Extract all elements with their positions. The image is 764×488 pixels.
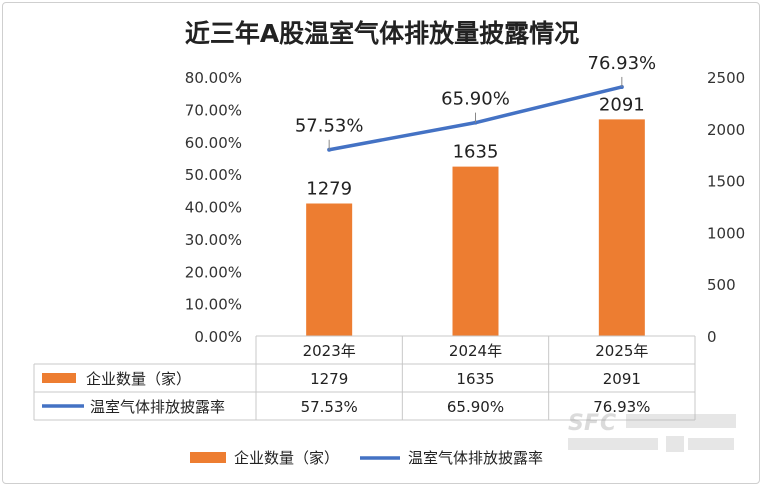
table-legend-key-bar <box>42 373 76 383</box>
line-data-label: 76.93% <box>588 53 657 74</box>
x-tick-label: 2023年 <box>303 342 356 360</box>
y-right-tick-label: 2500 <box>707 69 745 87</box>
table-cell: 1279 <box>310 370 348 388</box>
table-row-label: 企业数量（家） <box>86 370 191 388</box>
svg-text:C: C <box>600 411 616 436</box>
line-data-label: 57.53% <box>295 116 364 137</box>
legend-label: 温室气体排放披露率 <box>408 449 543 467</box>
y-right-tick-label: 1500 <box>707 173 745 191</box>
y-axis-left: 0.00% 10.00% 20.00% 30.00% 40.00% 50.00% 60.00… <box>185 69 242 346</box>
y-left-tick-label: 0.00% <box>194 328 242 346</box>
y-axis-right: 0 500 1000 1500 2000 2500 <box>707 69 745 346</box>
svg-text:F: F <box>584 411 599 436</box>
table-row-label: 温室气体排放披露率 <box>90 398 225 416</box>
y-left-tick-label: 40.00% <box>185 199 242 217</box>
bar-series: 1279 1635 2091 <box>306 94 645 336</box>
line-data-label: 65.90% <box>441 89 510 110</box>
y-right-tick-label: 2000 <box>707 121 745 139</box>
legend: 企业数量（家） 温室气体排放披露率 <box>190 449 543 467</box>
legend-label: 企业数量（家） <box>234 449 339 467</box>
bar <box>306 203 353 336</box>
table-cell: 57.53% <box>301 398 358 416</box>
bar <box>598 119 645 336</box>
y-right-tick-label: 0 <box>707 328 717 346</box>
y-left-tick-label: 10.00% <box>185 296 242 314</box>
bar <box>452 166 499 336</box>
y-right-tick-label: 1000 <box>707 224 745 242</box>
table-cell: 2091 <box>603 370 641 388</box>
y-left-tick-label: 30.00% <box>185 231 242 249</box>
x-tick-label: 2024年 <box>449 342 502 360</box>
x-tick-label: 2025年 <box>595 342 648 360</box>
line-series: 57.53% 65.90% 76.93% <box>295 53 656 152</box>
bar-data-label: 1279 <box>306 178 352 199</box>
table-cell: 65.90% <box>447 398 504 416</box>
y-left-tick-label: 70.00% <box>185 101 242 119</box>
y-left-tick-label: 50.00% <box>185 166 242 184</box>
legend-key-bar <box>190 452 226 463</box>
table-cell: 1635 <box>456 370 494 388</box>
table-cell: 76.93% <box>593 398 650 416</box>
watermark-logo: S F C <box>568 411 736 452</box>
y-right-tick-label: 500 <box>707 276 736 294</box>
y-left-tick-label: 80.00% <box>185 69 242 87</box>
chart-frame <box>2 2 760 484</box>
chart-title: 近三年A股温室气体排放量披露情况 <box>184 19 580 48</box>
bar-data-label: 2091 <box>599 94 645 115</box>
y-left-tick-label: 60.00% <box>185 134 242 152</box>
svg-text:S: S <box>568 411 584 436</box>
y-left-tick-label: 20.00% <box>185 263 242 281</box>
bar-data-label: 1635 <box>453 142 499 163</box>
